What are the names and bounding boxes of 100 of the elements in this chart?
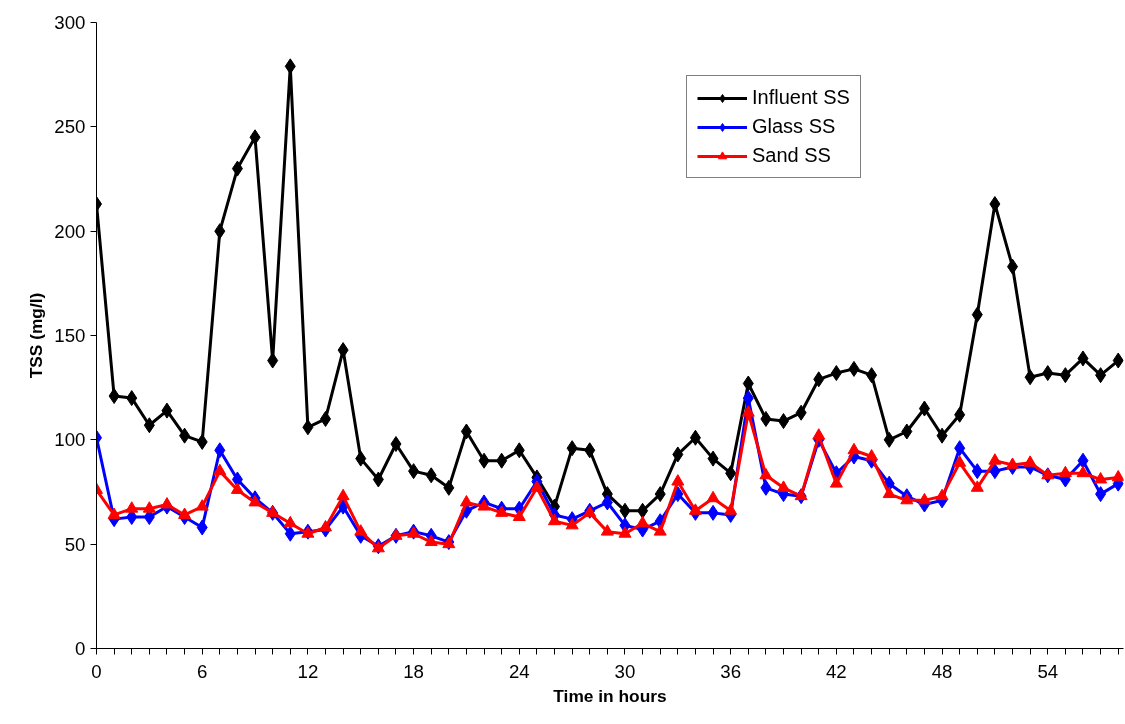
- point: [689, 429, 701, 446]
- point: [724, 503, 738, 515]
- point: [760, 479, 772, 496]
- point: [636, 515, 650, 528]
- y-tick-label: 200: [54, 220, 86, 242]
- point: [565, 517, 579, 530]
- x-axis-title: Time in hours: [553, 685, 667, 706]
- x-tick-label: 12: [297, 660, 319, 682]
- point: [249, 129, 261, 146]
- point: [672, 446, 684, 463]
- point: [954, 440, 966, 457]
- point: [178, 507, 192, 519]
- point: [742, 375, 754, 392]
- point: [214, 223, 226, 240]
- point: [759, 467, 773, 480]
- point: [1094, 472, 1108, 484]
- point: [971, 306, 983, 323]
- point: [900, 492, 914, 505]
- point: [284, 525, 296, 542]
- point: [319, 520, 333, 532]
- point: [918, 400, 930, 417]
- point: [320, 410, 332, 427]
- point: [179, 427, 191, 444]
- point: [988, 453, 1002, 465]
- point: [795, 404, 807, 421]
- point: [688, 503, 702, 515]
- point: [953, 455, 967, 467]
- point: [706, 490, 720, 503]
- point: [847, 442, 861, 455]
- point: [1023, 455, 1037, 467]
- point: [195, 499, 209, 511]
- point: [496, 452, 508, 469]
- point: [917, 492, 931, 505]
- y-tick-label: 250: [54, 116, 86, 138]
- point: [812, 428, 826, 440]
- point: [707, 450, 719, 467]
- point: [936, 427, 948, 444]
- point: [248, 495, 262, 507]
- point: [1058, 465, 1072, 478]
- point: [1077, 350, 1089, 367]
- point: [600, 524, 614, 536]
- point: [231, 471, 243, 488]
- point: [513, 442, 525, 459]
- point: [1095, 367, 1107, 384]
- point: [142, 501, 156, 513]
- y-tick-label: 100: [54, 429, 86, 451]
- x-tick-label: 6: [197, 660, 208, 682]
- legend-label: Influent SS: [752, 86, 850, 109]
- point: [143, 417, 155, 434]
- point: [459, 495, 473, 507]
- point: [512, 509, 526, 521]
- point: [231, 160, 243, 177]
- point: [637, 502, 649, 519]
- point: [408, 463, 420, 480]
- point: [530, 480, 544, 492]
- point: [1041, 467, 1055, 480]
- point: [283, 515, 297, 528]
- x-tick-label: 0: [91, 660, 102, 682]
- point: [477, 499, 491, 511]
- point: [1042, 365, 1054, 382]
- point: [882, 486, 896, 499]
- point: [830, 365, 842, 382]
- point: [125, 501, 139, 513]
- point: [901, 423, 913, 440]
- point: [1007, 258, 1019, 275]
- point: [390, 436, 402, 453]
- point: [196, 433, 208, 450]
- point: [460, 423, 472, 440]
- point: [794, 488, 808, 501]
- point: [883, 431, 895, 448]
- y-tick-label: 0: [75, 638, 86, 659]
- point: [355, 450, 367, 467]
- point: [548, 513, 562, 526]
- x-tick-label: 24: [508, 660, 530, 682]
- point: [108, 388, 120, 405]
- point: [935, 488, 949, 501]
- point: [443, 479, 455, 496]
- point: [302, 419, 314, 436]
- point: [372, 471, 384, 488]
- point: [954, 406, 966, 423]
- point: [425, 467, 437, 484]
- x-tick-label: 30: [614, 660, 636, 682]
- x-tick-label: 54: [1037, 660, 1059, 682]
- point: [337, 342, 349, 359]
- point: [777, 480, 791, 492]
- x-tick-label: 42: [825, 660, 847, 682]
- x-tick-label: 36: [720, 660, 742, 682]
- x-tick-label: 48: [931, 660, 953, 682]
- point: [267, 352, 279, 369]
- point: [1111, 469, 1124, 482]
- point: [424, 534, 438, 547]
- y-tick-label: 150: [54, 325, 86, 346]
- point: [389, 528, 403, 540]
- point: [213, 463, 227, 476]
- point: [336, 488, 350, 501]
- point: [970, 480, 984, 492]
- point: [601, 494, 613, 511]
- point: [707, 504, 719, 521]
- point: [566, 440, 578, 457]
- y-tick-label: 50: [64, 533, 86, 555]
